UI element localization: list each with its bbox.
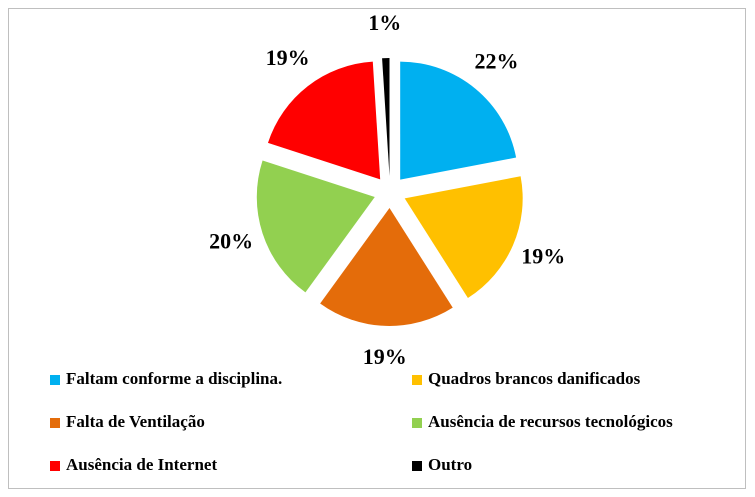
legend-label: Faltam conforme a disciplina. [66, 369, 282, 388]
pie-slice [404, 176, 523, 298]
legend-label: Outro [428, 455, 472, 474]
legend-label: Ausência de Internet [66, 455, 217, 474]
legend-label: Falta de Ventilação [66, 412, 205, 431]
legend-swatch [412, 418, 422, 428]
legend-label: Quadros brancos danificados [428, 369, 641, 388]
pie-slice [400, 61, 517, 180]
legend-swatch [50, 418, 60, 428]
data-label: 20% [209, 229, 253, 254]
legend-label: Ausência de recursos tecnológicos [428, 412, 673, 431]
pie-slice [267, 61, 381, 180]
legend-swatch [50, 375, 60, 385]
data-label: 19% [266, 45, 310, 70]
data-label: 22% [474, 48, 518, 73]
legend-swatch [412, 375, 422, 385]
data-label: 1% [368, 10, 401, 35]
legend-swatch [412, 461, 422, 471]
legend-swatch [50, 461, 60, 471]
data-label: 19% [521, 243, 565, 268]
pie-slice [320, 207, 453, 326]
pie-slice [382, 58, 390, 177]
data-label: 19% [363, 344, 407, 369]
pie-slice [256, 160, 375, 293]
